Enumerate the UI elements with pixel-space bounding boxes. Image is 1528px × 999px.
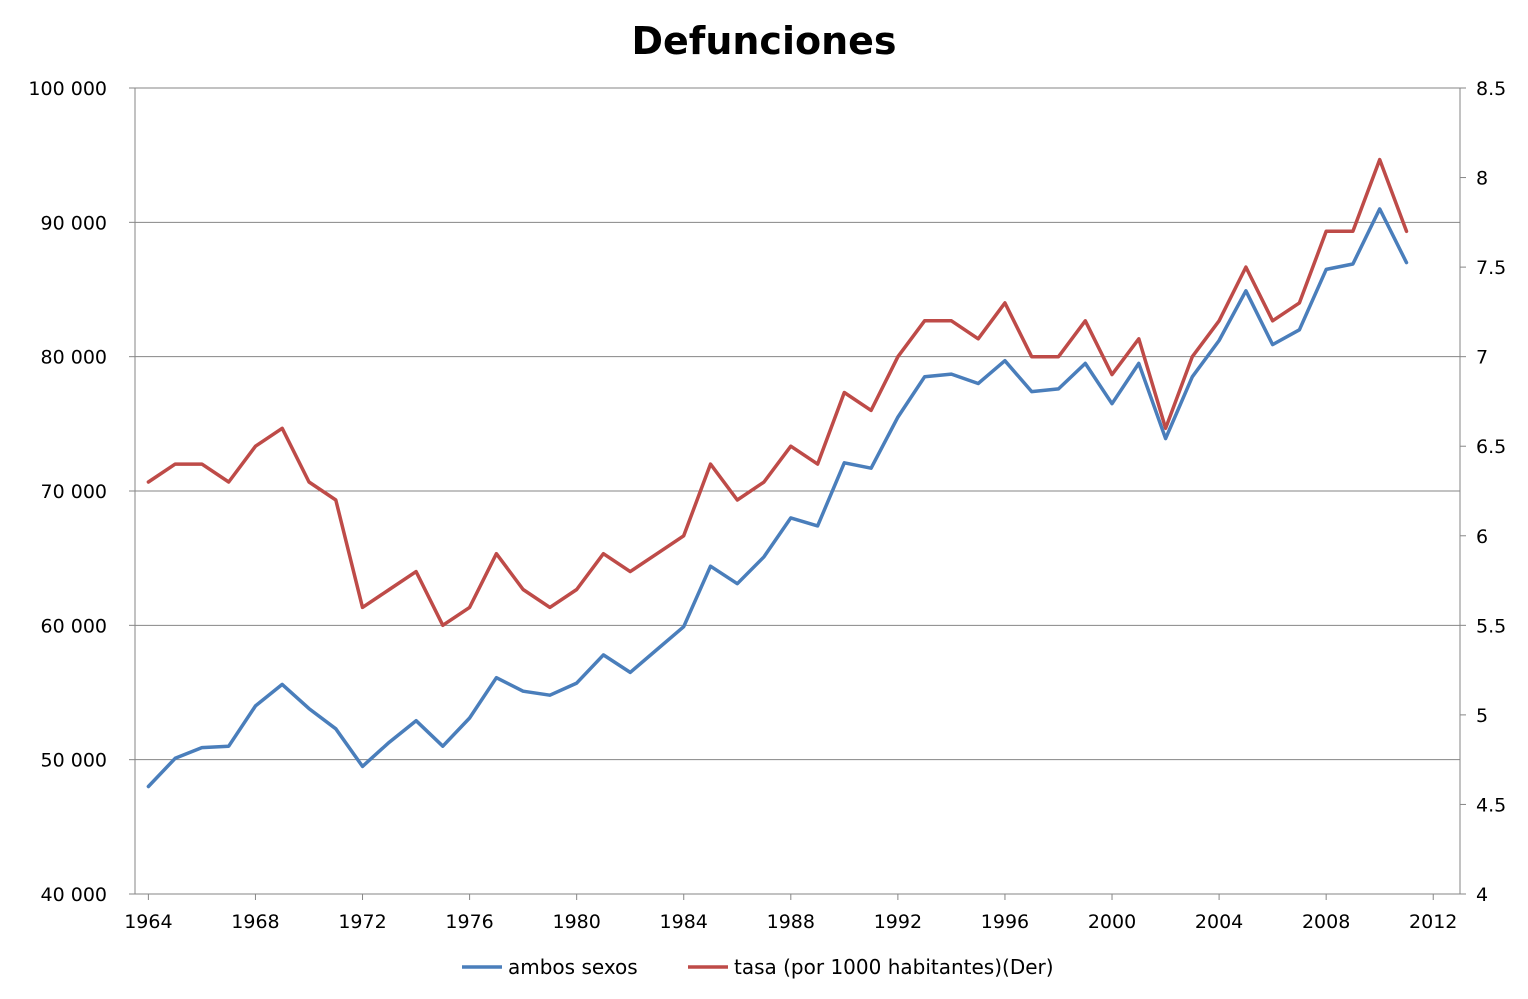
x-tick-label: 2000 [1088, 911, 1136, 933]
x-tick-label: 1992 [874, 911, 922, 933]
x-tick-label: 1968 [231, 911, 279, 933]
series-layer [146, 157, 1409, 789]
right-tick-label: 8.5 [1476, 78, 1506, 100]
right-tick-label: 5.5 [1476, 615, 1506, 637]
x-tick-label: 1996 [981, 911, 1029, 933]
legend-label: tasa (por 1000 habitantes)(Der) [734, 955, 1054, 979]
series-line-2 [146, 157, 1409, 628]
right-tick-label: 5 [1476, 705, 1488, 727]
x-tick-label: 1980 [552, 911, 600, 933]
x-tick-label: 2012 [1409, 911, 1457, 933]
x-axis-ticks: 1964 1968 1972 1976 1980 1984 1988 1992 1996 2000… [124, 894, 1457, 933]
legend: ambos sexos tasa (por 1000 habitantes)(De… [462, 955, 1054, 979]
x-tick-label: 1984 [660, 911, 708, 933]
right-tick-label: 6 [1476, 526, 1488, 548]
x-tick-label: 1988 [767, 911, 815, 933]
left-tick-label: 40 000 [41, 884, 107, 906]
chart-title: Defunciones [631, 19, 896, 63]
x-tick-label: 1972 [338, 911, 386, 933]
right-tick-label: 8 [1476, 168, 1488, 190]
left-tick-label: 90 000 [41, 212, 107, 234]
right-tick-label: 7.5 [1476, 257, 1506, 279]
x-tick-label: 1964 [124, 911, 172, 933]
left-tick-label: 70 000 [41, 481, 107, 503]
right-axis-ticks: 4 4.5 5 5.5 6 6.5 7 7.5 8 8.5 [1460, 78, 1506, 906]
gridlines [135, 87, 1460, 761]
right-tick-label: 4.5 [1476, 794, 1506, 816]
left-tick-label: 100 000 [28, 78, 107, 100]
left-tick-label: 80 000 [41, 347, 107, 369]
left-axis-ticks: 40 000 50 000 60 000 70 000 80 000 90 000 100 … [28, 78, 135, 906]
right-tick-label: 4 [1476, 884, 1488, 906]
x-tick-label: 1976 [445, 911, 493, 933]
right-tick-label: 6.5 [1476, 436, 1506, 458]
right-tick-label: 7 [1476, 347, 1488, 369]
x-tick-label: 2004 [1195, 911, 1243, 933]
legend-label: ambos sexos [508, 955, 638, 979]
left-tick-label: 60 000 [41, 615, 107, 637]
left-tick-label: 50 000 [41, 750, 107, 772]
x-tick-label: 2008 [1302, 911, 1350, 933]
series-line-1 [146, 207, 1409, 789]
